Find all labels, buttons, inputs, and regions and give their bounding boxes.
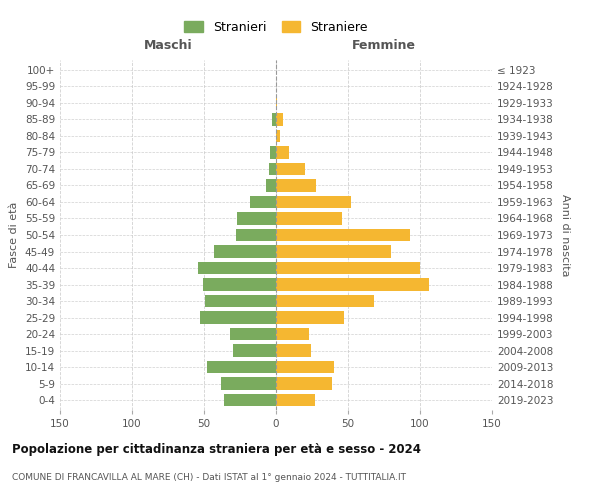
Text: Maschi: Maschi [143, 38, 193, 52]
Bar [276, 246, 391, 258]
Bar [266, 180, 276, 192]
Bar [233, 344, 276, 357]
Bar [221, 378, 276, 390]
Bar [214, 246, 276, 258]
Bar [207, 361, 276, 374]
Bar [276, 394, 315, 406]
Bar [205, 295, 276, 307]
Y-axis label: Anni di nascita: Anni di nascita [560, 194, 570, 276]
Bar [276, 312, 344, 324]
Text: Femmine: Femmine [352, 38, 416, 52]
Text: Popolazione per cittadinanza straniera per età e sesso - 2024: Popolazione per cittadinanza straniera p… [12, 442, 421, 456]
Bar [276, 163, 305, 175]
Bar [272, 113, 276, 126]
Legend: Stranieri, Straniere: Stranieri, Straniere [181, 18, 371, 38]
Bar [276, 146, 289, 158]
Bar [276, 344, 311, 357]
Bar [236, 229, 276, 241]
Bar [276, 361, 334, 374]
Bar [276, 278, 428, 290]
Bar [224, 394, 276, 406]
Bar [276, 262, 420, 274]
Bar [203, 278, 276, 290]
Bar [276, 378, 332, 390]
Bar [276, 130, 280, 142]
Bar [198, 262, 276, 274]
Text: COMUNE DI FRANCAVILLA AL MARE (CH) - Dati ISTAT al 1° gennaio 2024 - TUTTITALIA.: COMUNE DI FRANCAVILLA AL MARE (CH) - Dat… [12, 472, 406, 482]
Bar [276, 212, 342, 224]
Bar [276, 96, 277, 109]
Bar [276, 295, 374, 307]
Bar [200, 312, 276, 324]
Y-axis label: Fasce di età: Fasce di età [10, 202, 19, 268]
Bar [269, 163, 276, 175]
Bar [276, 180, 316, 192]
Bar [230, 328, 276, 340]
Bar [276, 113, 283, 126]
Bar [276, 328, 309, 340]
Bar [237, 212, 276, 224]
Bar [270, 146, 276, 158]
Bar [276, 229, 410, 241]
Bar [250, 196, 276, 208]
Bar [276, 196, 351, 208]
